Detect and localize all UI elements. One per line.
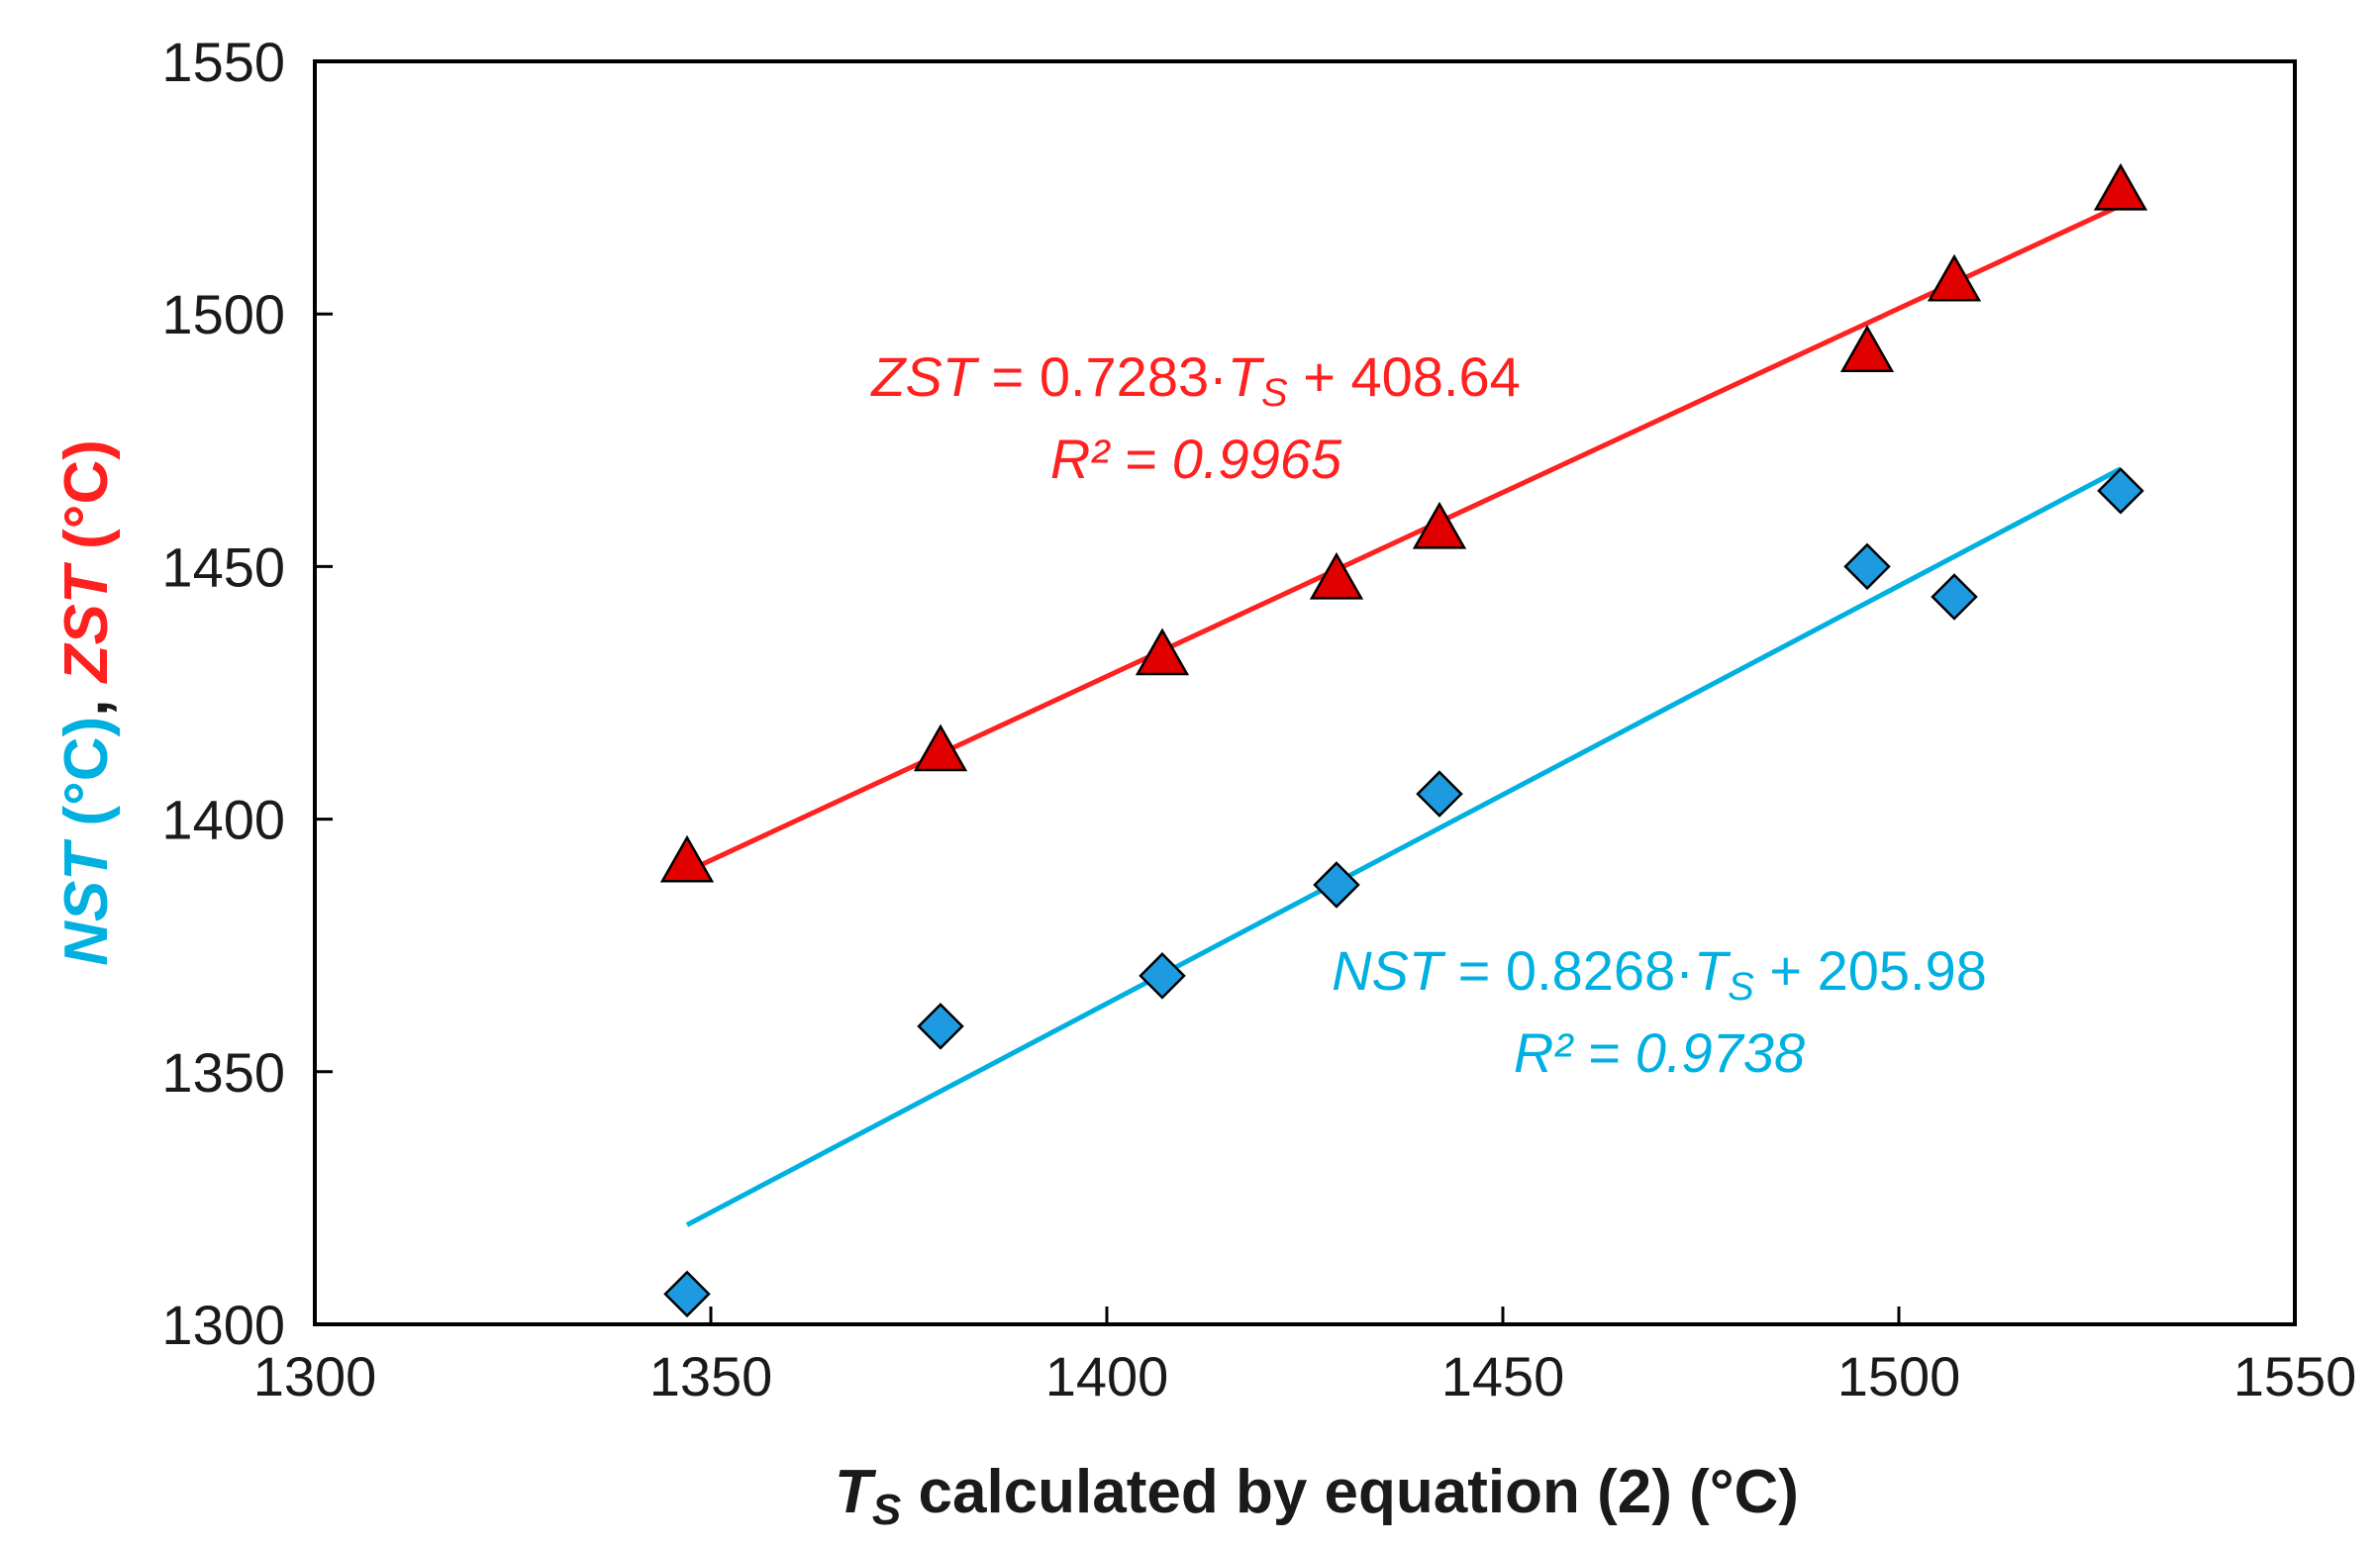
zst-equation-end: + 408.64 [1288,345,1521,408]
nst-data-point [1843,542,1891,591]
x-tick-label: 1300 [253,1345,377,1407]
x-axis-title-symbol: T [835,1458,877,1526]
nst-equation-sub: S [1728,965,1754,1009]
zst-annotation: ZST = 0.7283·TS + 408.64 R² = 0.9965 [869,345,1521,490]
plot-area-frame [313,59,2297,1326]
nst-data-point [1931,573,1978,621]
zst-equation-mid: = 0.7283· [976,345,1228,408]
nst-equation: NST = 0.8268·TS + 205.98 [1332,939,1987,1009]
y-tick-label: 1300 [161,1294,285,1356]
x-tick-label: 1450 [1441,1345,1565,1407]
nst-equation-symbol: NST [1332,939,1446,1002]
y-tick-label: 1500 [161,283,285,345]
nst-data-point [1313,861,1360,909]
y-tick-label: 1550 [161,31,285,93]
nst-data-point [917,1003,964,1050]
zst-data-point [659,834,715,883]
y-axis-title-separator: , [52,682,121,716]
nst-r2: R² = 0.9738 [1514,1021,1805,1084]
nst-data-point [1139,952,1186,1000]
x-axis-title-rest: calculated by equation (2) (°C) [901,1458,1799,1526]
x-axis-title-subscript: S [872,1486,901,1534]
nst-equation-var: T [1694,939,1732,1002]
zst-trendline [685,203,2123,874]
zst-equation-var: T [1228,345,1265,408]
nst-equation-end: + 205.98 [1754,939,1987,1002]
y-axis-title-nst-unit: (°C) [52,717,121,843]
zst-data-point [1839,325,1895,373]
y-tick-label: 1400 [161,789,285,851]
zst-r2: R² = 0.9965 [1050,428,1342,490]
zst-data-point [1309,551,1364,600]
nst-equation-mid: = 0.8268· [1442,939,1694,1002]
axis-ticks: 1300 1350 1400 1450 1500 1550 1300 1350 1400 1450… [161,31,2356,1407]
zst-data-point [913,724,968,772]
x-tick-label: 1350 [649,1345,773,1407]
nst-annotation: NST = 0.8268·TS + 205.98 R² = 0.9738 [1332,939,1987,1084]
y-axis-title-nst-symbol: NST [52,838,121,966]
zst-data-point [1135,628,1190,676]
zst-data-point [1927,253,1982,302]
zst-data-point [1412,501,1467,549]
y-tick-label: 1350 [161,1041,285,1104]
zst-equation-symbol: ZST [869,345,980,408]
nst-data-point [1416,770,1463,818]
zst-equation-sub: S [1261,371,1288,415]
x-tick-label: 1400 [1045,1345,1169,1407]
y-tick-label: 1450 [161,535,285,598]
y-axis-title-zst-unit: (°C) [52,439,121,566]
zst-equation: ZST = 0.7283·TS + 408.64 [869,345,1521,415]
x-axis-title: TS calculated by equation (2) (°C) [835,1458,1799,1534]
nst-data-point [663,1270,711,1318]
zst-data-point [2093,162,2148,211]
y-axis-title-zst-symbol: ZST [52,561,121,684]
data-markers [659,162,2148,1318]
x-tick-label: 1550 [2233,1345,2357,1407]
nst-trendline [685,466,2123,1227]
x-tick-label: 1500 [1837,1345,1961,1407]
y-axis-title: NST (°C), ZST (°C) [52,439,121,966]
nst-data-point [2097,467,2144,515]
